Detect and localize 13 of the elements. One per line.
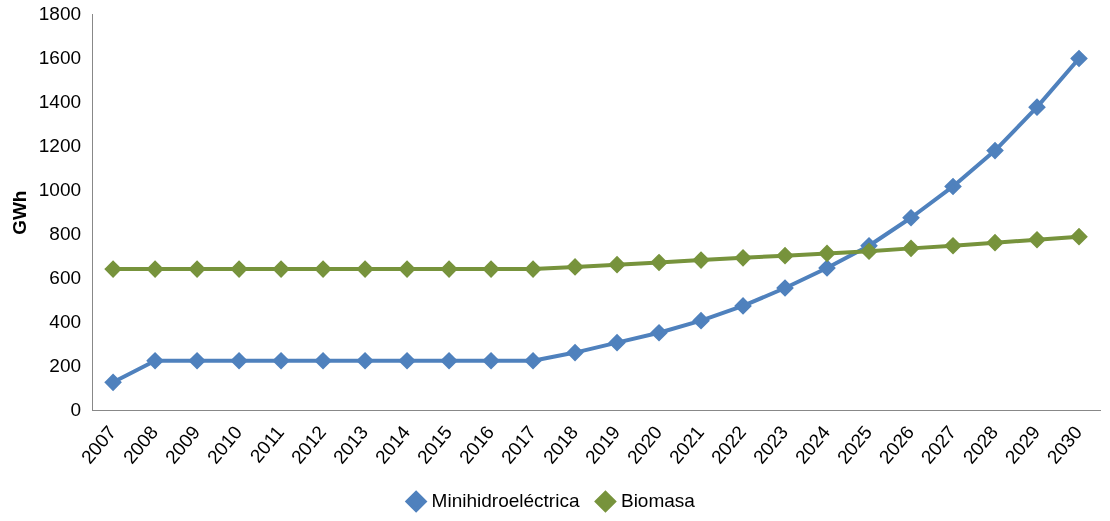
y-tick-label: 800 (49, 222, 82, 244)
y-tick-label: 1000 (38, 178, 82, 200)
y-tick-label: 1600 (38, 46, 82, 68)
y-tick-label: 0 (70, 399, 82, 421)
y-tick-label: 1800 (38, 2, 82, 24)
y-axis-title: GWh (8, 190, 30, 235)
y-tick-label: 1200 (38, 134, 82, 156)
legend-label: Minihidroeléctrica (431, 489, 580, 511)
y-tick-label: 600 (49, 267, 82, 289)
y-tick-label: 1400 (38, 90, 82, 112)
legend-label: Biomasa (620, 489, 696, 511)
y-tick-label: 400 (49, 311, 82, 333)
y-tick-label: 200 (49, 355, 82, 377)
